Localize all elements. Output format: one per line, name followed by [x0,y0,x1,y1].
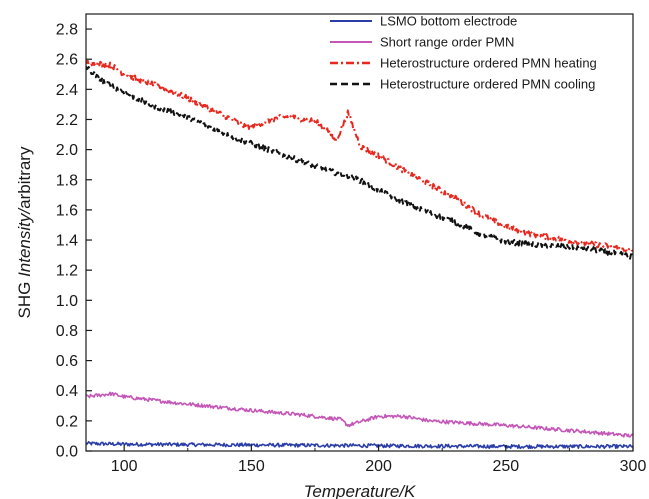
y-tick-label: 2.2 [56,112,78,129]
y-tick-label: 0.4 [56,383,78,400]
y-tick-label: 2.6 [56,52,78,69]
y-tick-label: 1.0 [56,293,78,310]
y-axis-title-part-2: Intensity/ [15,207,34,277]
y-tick-label: 2.8 [56,22,78,39]
y-tick-label: 0.8 [56,323,78,340]
y-axis-title-part-1: SHG [15,277,34,319]
legend-label-4: Heterostructure ordered PMN cooling [380,77,595,92]
plot-frame [85,13,634,452]
y-tick-label: 0.0 [56,444,78,461]
y-tick-label: 1.8 [56,172,78,189]
x-tick-label: 150 [238,458,265,475]
y-tick-label: 2.0 [56,142,78,159]
y-tick-label: 1.6 [56,202,78,219]
x-tick-label: 250 [492,458,519,475]
legend: LSMO bottom electrode Short range order P… [330,14,597,92]
x-axis: 100 150 200 250 300 [111,445,647,475]
y-tick-label: 0.6 [56,353,78,370]
legend-label-3: Heterostructure ordered PMN heating [380,56,597,71]
series-layer [86,59,633,450]
y-tick-label: 1.2 [56,263,78,280]
series-line-3 [86,59,633,253]
series-line-2 [86,391,633,438]
y-axis: 0.0 0.2 0.4 0.6 0.8 1.0 1.2 1.4 1.6 1.8 2.0 2.2 2.4 2… [56,22,92,461]
x-tick-label: 100 [111,458,138,475]
y-tick-label: 2.4 [56,82,78,99]
x-tick-label: 200 [365,458,392,475]
y-axis-title-part-3: arbitrary [15,146,34,209]
x-tick-label: 300 [620,458,647,475]
series-line-1 [86,440,633,450]
y-tick-label: 0.2 [56,413,78,430]
legend-label-1: LSMO bottom electrode [380,14,517,29]
y-tick-label: 1.4 [56,233,78,250]
y-axis-title: SHG Intensity/arbitrary [15,146,34,318]
legend-label-2: Short range order PMN [380,35,514,50]
series-line-4 [86,65,633,260]
x-axis-title: Temperature/K [304,482,416,499]
